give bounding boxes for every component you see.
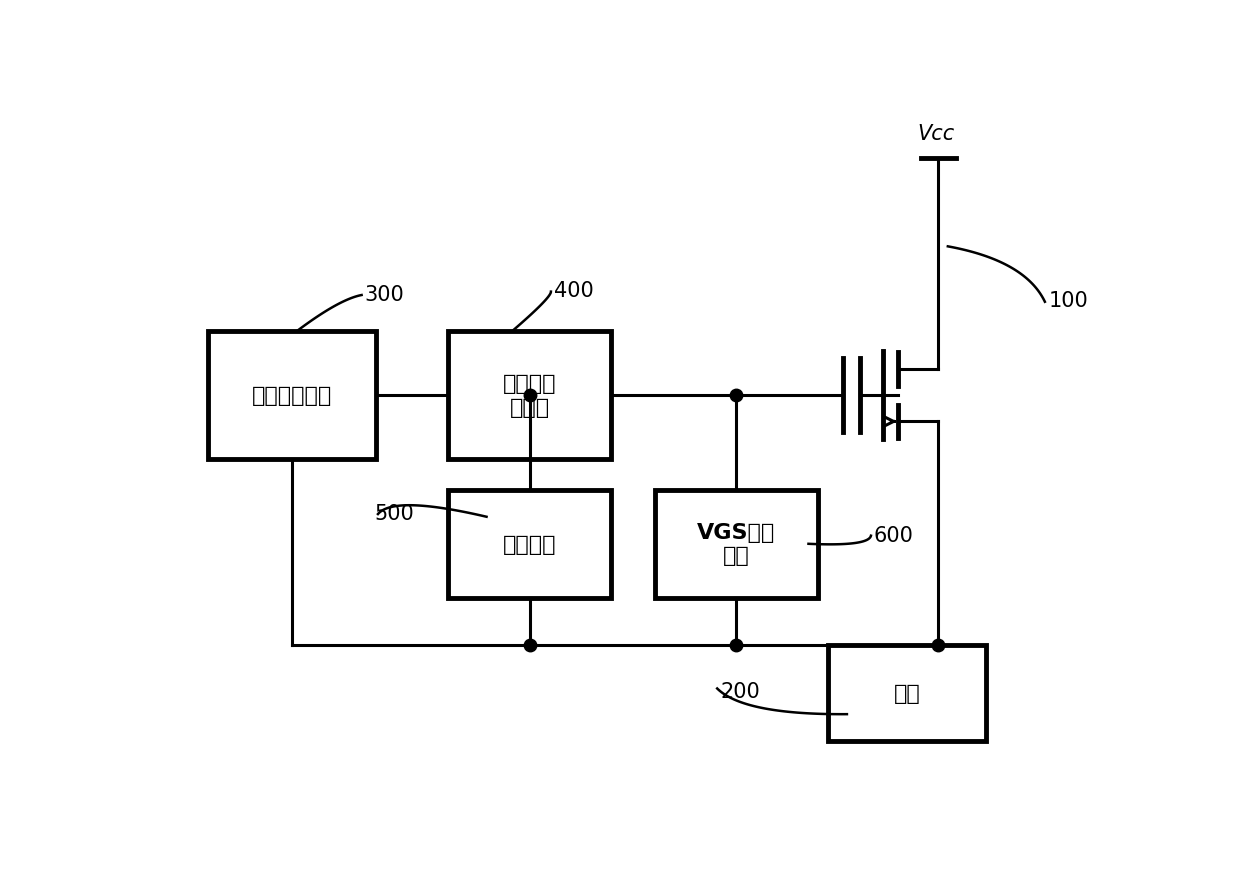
Text: 600: 600 <box>874 525 914 545</box>
Text: VGS保护
电路: VGS保护 电路 <box>697 523 775 566</box>
Text: 100: 100 <box>1049 291 1089 311</box>
Bar <box>828 645 986 741</box>
Text: 升压开启模块: 升压开启模块 <box>252 386 332 405</box>
Text: 500: 500 <box>374 503 414 524</box>
Text: 镜像电流
源模块: 镜像电流 源模块 <box>503 374 557 417</box>
Text: 200: 200 <box>720 681 760 701</box>
Text: 负载: 负载 <box>894 683 920 703</box>
Text: Vcc: Vcc <box>918 124 955 144</box>
Bar <box>655 490 818 598</box>
Bar <box>448 332 611 460</box>
Text: 放电模块: 放电模块 <box>503 534 557 554</box>
Bar <box>448 490 611 598</box>
Text: 300: 300 <box>365 284 404 304</box>
Text: 400: 400 <box>554 281 594 301</box>
Bar <box>208 332 376 460</box>
